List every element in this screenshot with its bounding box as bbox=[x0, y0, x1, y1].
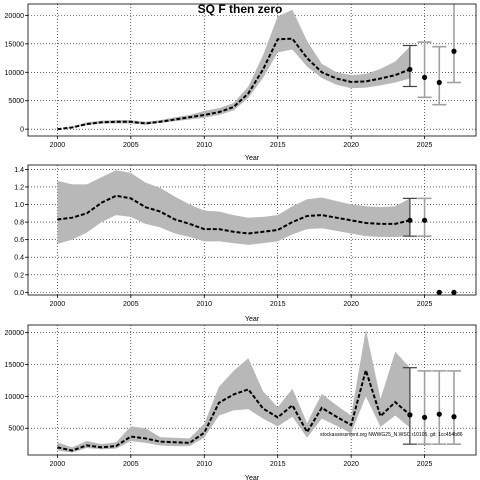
plot-frame bbox=[27, 164, 477, 296]
x-tick-label: 2005 bbox=[123, 461, 139, 468]
y-tick-label: 20000 bbox=[5, 13, 25, 20]
x-axis-label: Year bbox=[245, 155, 260, 162]
x-tick-label: 2025 bbox=[417, 461, 433, 468]
y-tick-label: 10000 bbox=[5, 70, 25, 77]
x-tick-label: 2000 bbox=[50, 461, 66, 468]
x-tick-label: 2000 bbox=[50, 142, 66, 149]
forecast-point bbox=[451, 289, 457, 295]
plot-frame bbox=[27, 324, 477, 456]
x-tick-label: 2020 bbox=[343, 301, 359, 308]
x-tick-label: 2015 bbox=[270, 142, 286, 149]
y-tick-label: 1.2 bbox=[14, 184, 24, 191]
watermark: stockassessment.org NWWG25_N.WSC r10105,… bbox=[320, 432, 463, 438]
forecast-point bbox=[407, 66, 413, 73]
estimate-line bbox=[57, 37, 411, 131]
x-tick-label: 2020 bbox=[343, 142, 359, 149]
y-tick-label: 0.0 bbox=[14, 290, 24, 297]
forecast-point bbox=[407, 217, 413, 223]
forecast-point bbox=[421, 74, 428, 80]
forecast-point bbox=[407, 412, 413, 418]
confidence-band bbox=[57, 329, 410, 453]
figure-title: SQ F then zero bbox=[198, 2, 283, 16]
y-tick-label: 0.2 bbox=[14, 272, 24, 279]
x-tick-label: 2010 bbox=[196, 142, 212, 149]
panel-ssb: 2000 2005 2010 2015 2020 2025 0 5000 10000 15000 2… bbox=[5, 3, 477, 162]
x-tick-label: 2005 bbox=[123, 142, 139, 149]
plot-frame bbox=[27, 3, 477, 137]
y-tick-label: 1.4 bbox=[14, 167, 24, 174]
forecast-point bbox=[436, 79, 442, 86]
y-tick-label: 0.6 bbox=[14, 237, 24, 244]
forecast-point bbox=[421, 217, 428, 223]
x-tick-label: 2000 bbox=[50, 301, 66, 308]
x-tick-label: 2005 bbox=[123, 301, 139, 308]
y-tick-label: 5000 bbox=[8, 98, 24, 105]
x-tick-label: 2020 bbox=[343, 461, 359, 468]
x-tick-label: 2010 bbox=[196, 461, 212, 468]
confidence-band bbox=[57, 9, 410, 130]
forecast-point bbox=[451, 48, 457, 54]
x-tick-label: 2010 bbox=[196, 301, 212, 308]
plot-area bbox=[28, 4, 476, 136]
x-tick-label: 2025 bbox=[417, 142, 433, 149]
x-tick-label: 2025 bbox=[417, 301, 433, 308]
panel-recruitment: 2000 2005 2010 2015 2020 2025 5000 10000 15000 20… bbox=[5, 324, 477, 480]
estimate-line bbox=[57, 366, 411, 452]
y-tick-label: 0 bbox=[20, 127, 24, 134]
x-axis-label: Year bbox=[245, 316, 260, 323]
panel-fishing-mortality: 2000 2005 2010 2015 2020 2025 0.0 0.2 0.4 0.6 0.8 1… bbox=[14, 164, 477, 323]
forecast-point bbox=[436, 289, 442, 295]
forecast-point bbox=[451, 414, 457, 420]
y-tick-label: 20000 bbox=[5, 330, 25, 337]
forecast-point bbox=[436, 411, 442, 417]
y-tick-label: 0.4 bbox=[14, 255, 24, 262]
y-tick-label: 10000 bbox=[5, 394, 25, 401]
plot-area bbox=[28, 325, 476, 455]
estimate-line bbox=[57, 194, 411, 235]
y-tick-label: 15000 bbox=[5, 41, 25, 48]
x-tick-label: 2015 bbox=[270, 301, 286, 308]
x-tick-label: 2015 bbox=[270, 461, 286, 468]
confidence-band bbox=[57, 170, 410, 245]
forecast-point bbox=[421, 414, 428, 421]
y-tick-label: 15000 bbox=[5, 362, 25, 369]
y-tick-label: 1.0 bbox=[14, 202, 24, 209]
plot-area bbox=[28, 165, 476, 295]
x-axis-label: Year bbox=[245, 475, 260, 480]
y-tick-label: 0.8 bbox=[14, 220, 24, 227]
y-tick-label: 5000 bbox=[8, 426, 24, 433]
